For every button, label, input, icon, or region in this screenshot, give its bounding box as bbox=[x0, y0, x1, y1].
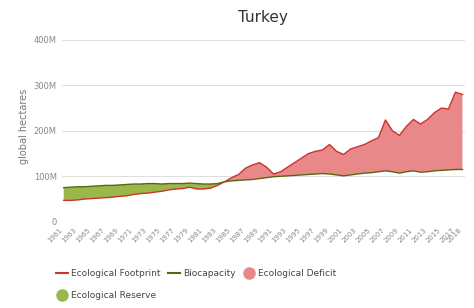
Legend: Ecological Reserve: Ecological Reserve bbox=[52, 287, 160, 303]
Title: Turkey: Turkey bbox=[238, 10, 288, 26]
Legend: Ecological Footprint, Biocapacity, Ecological Deficit: Ecological Footprint, Biocapacity, Ecolo… bbox=[52, 266, 340, 282]
Y-axis label: global hectares: global hectares bbox=[19, 89, 29, 164]
